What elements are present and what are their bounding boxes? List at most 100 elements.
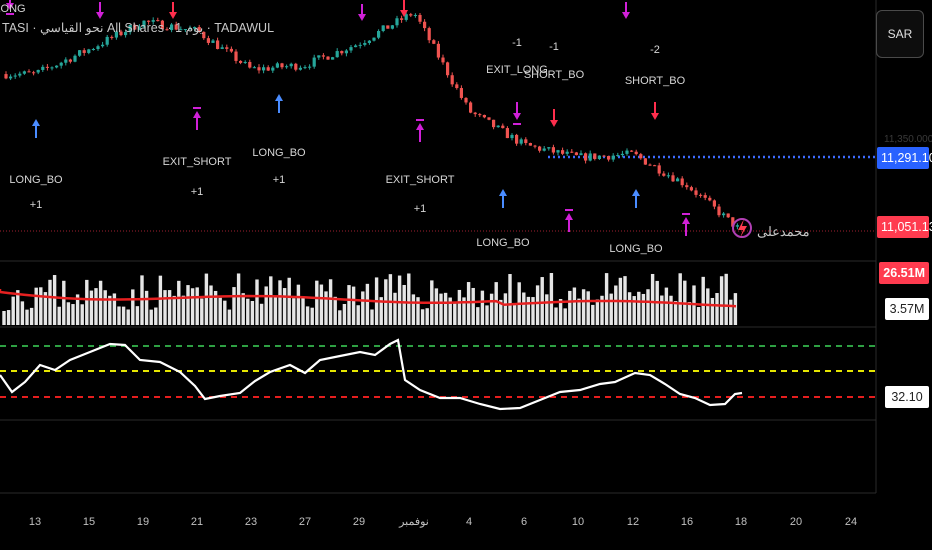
candle	[220, 47, 224, 49]
volume-bar	[209, 285, 213, 325]
candle	[459, 88, 463, 98]
volume-bar	[108, 295, 112, 325]
candle	[124, 32, 128, 36]
volume-value-badge: 26.51M	[879, 262, 929, 284]
candle	[390, 25, 394, 29]
volume-bar	[149, 309, 153, 325]
candle	[32, 72, 36, 74]
volume-bar	[89, 290, 94, 325]
signal-label: LONG_BO	[252, 147, 306, 159]
signal-arrowhead	[275, 94, 283, 101]
pane-separators	[0, 0, 877, 494]
volume-bar	[190, 288, 195, 325]
signal-pre-label: -1	[512, 37, 522, 49]
candle	[271, 67, 275, 71]
volume-bar	[29, 307, 34, 325]
candle	[326, 56, 330, 60]
signal-label: EXIT_SHORT	[386, 174, 455, 186]
volume-bar	[80, 304, 84, 325]
volume-bar	[416, 297, 420, 325]
candle	[386, 25, 390, 29]
candle	[114, 31, 118, 38]
volume-bar	[328, 279, 333, 325]
bolt-marker-icon	[738, 219, 747, 238]
volume-bar	[347, 285, 351, 325]
volume-bar	[6, 310, 11, 325]
volume-bar	[411, 294, 416, 325]
currency-button[interactable]: SAR	[876, 10, 924, 58]
volume-bar	[85, 279, 89, 325]
candle	[55, 65, 59, 68]
candle	[708, 197, 712, 201]
candle	[731, 217, 735, 227]
signal-arrowhead	[499, 189, 507, 196]
volume-bar	[315, 280, 319, 325]
candle	[657, 165, 661, 174]
volume-bar	[52, 275, 57, 325]
bolt-marker-ring	[732, 218, 752, 238]
volume-bar	[287, 277, 291, 325]
volume-bar	[453, 303, 457, 325]
candle	[105, 36, 109, 45]
candle	[565, 151, 569, 154]
volume-bar	[420, 309, 425, 325]
candle	[225, 47, 229, 49]
x-axis-tick-label: 23	[245, 516, 257, 528]
volume-bar	[135, 306, 140, 325]
candle	[202, 31, 206, 39]
candle	[464, 97, 468, 103]
x-axis-tick-label: 27	[299, 516, 311, 528]
candle	[239, 60, 243, 63]
volume-bar	[158, 275, 163, 325]
candle	[193, 27, 197, 29]
volume-bar	[476, 307, 480, 325]
volume-bar	[637, 291, 641, 325]
candle	[78, 50, 82, 56]
candle	[64, 59, 68, 63]
volume-bar	[292, 298, 296, 325]
signal-arrowhead	[550, 120, 558, 127]
volume-bar	[94, 288, 98, 325]
volume-bar	[62, 280, 66, 325]
volume-bar	[117, 306, 121, 325]
candle	[165, 29, 169, 31]
volume-bar	[121, 306, 126, 325]
candle	[505, 128, 509, 139]
volume-bar	[650, 273, 655, 325]
candle	[381, 25, 385, 31]
volume-bar	[485, 305, 489, 325]
volume-bar	[223, 300, 227, 325]
candle	[616, 155, 620, 157]
candle	[625, 150, 629, 154]
signal-label: LONG_BO	[476, 237, 530, 249]
volume-bar	[324, 291, 328, 325]
candle	[262, 67, 266, 71]
candle	[257, 67, 261, 71]
candle	[584, 153, 588, 161]
candle	[110, 36, 114, 38]
candle	[634, 151, 638, 155]
candle	[289, 63, 293, 67]
signal-arrowhead	[6, 3, 14, 10]
candle	[689, 187, 693, 191]
volume-bar	[581, 289, 586, 325]
candle	[524, 139, 528, 144]
volume-bar	[632, 296, 636, 325]
candle	[694, 190, 698, 195]
candle	[538, 146, 542, 151]
x-axis-tick-label: 13	[29, 516, 41, 528]
signal-arrowhead	[632, 189, 640, 196]
candle	[620, 153, 624, 156]
candle	[685, 185, 689, 188]
volume-bar	[710, 297, 715, 325]
volume-bar	[250, 301, 255, 325]
volume-bar	[568, 290, 572, 325]
volume-bar	[232, 287, 236, 325]
candle	[726, 213, 730, 218]
volume-bar	[522, 292, 526, 325]
candle	[372, 37, 376, 41]
candle	[648, 164, 652, 166]
candle	[473, 112, 477, 115]
candle	[335, 51, 339, 58]
